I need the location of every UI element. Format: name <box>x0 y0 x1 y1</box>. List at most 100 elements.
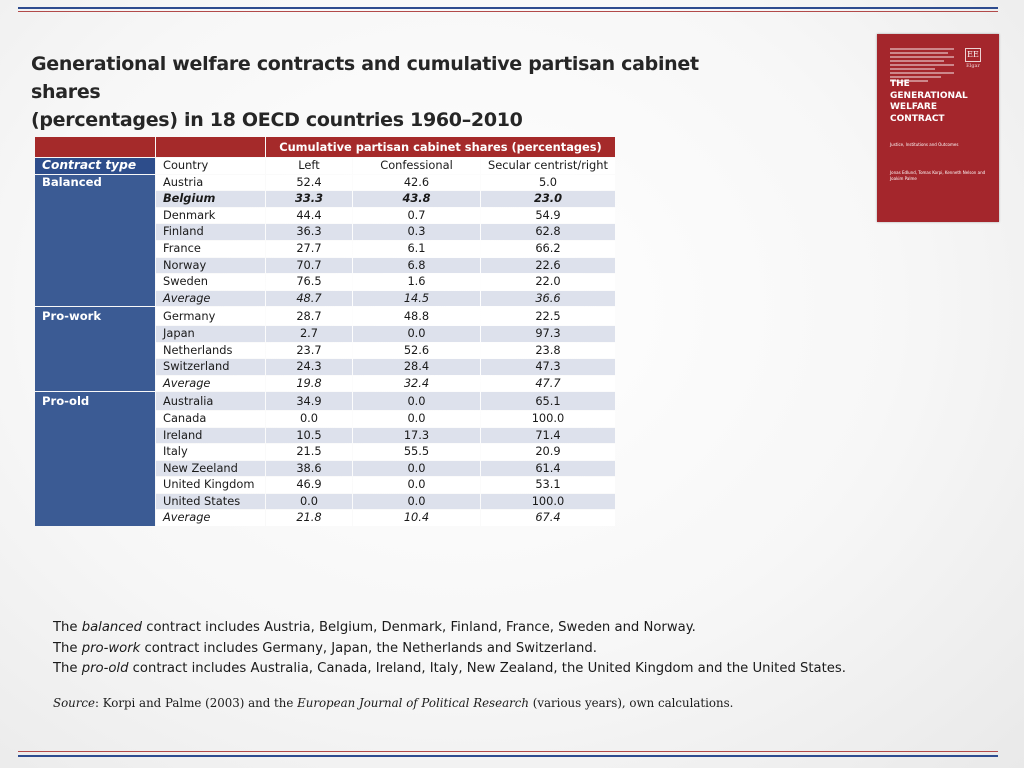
country-cell: France <box>156 240 265 257</box>
country-cell: Austria <box>156 174 265 191</box>
note-emphasis: pro-work <box>81 640 141 656</box>
book-title-line: GENERATIONAL <box>890 90 968 101</box>
left-share-cell: 76.5 <box>266 274 352 290</box>
publisher-name: Elgar <box>966 63 980 69</box>
header-country: Country <box>156 158 265 174</box>
table-row: Average 19.8 32.4 47.7 <box>35 375 615 392</box>
secular-share-cell: 20.9 <box>481 444 615 460</box>
left-share-cell: 34.9 <box>266 392 352 410</box>
confessional-share-cell: 0.3 <box>353 224 480 240</box>
left-share-cell: 21.5 <box>266 444 352 460</box>
table-row: Average 21.8 10.4 67.4 <box>35 510 615 527</box>
source-line: Source: Korpi and Palme (2003) and the E… <box>53 696 953 710</box>
header-confessional: Confessional <box>353 158 480 174</box>
note-text: The <box>53 640 82 656</box>
header-secular: Secular centrist/right <box>481 158 615 174</box>
table-header-row-2: Contract type Country Left Confessional … <box>35 158 615 174</box>
country-cell: Switzerland <box>156 359 265 375</box>
confessional-share-cell: 0.0 <box>353 392 480 410</box>
table-row: Netherlands 23.7 52.6 23.8 <box>35 342 615 359</box>
secular-share-cell: 36.6 <box>481 290 615 307</box>
cover-blurb <box>890 48 954 84</box>
confessional-share-cell: 0.7 <box>353 207 480 224</box>
country-cell: New Zeeland <box>156 460 265 477</box>
table-row: Switzerland 24.3 28.4 47.3 <box>35 359 615 375</box>
confessional-share-cell: 42.6 <box>353 174 480 191</box>
note-text: The <box>53 661 82 676</box>
country-cell: Sweden <box>156 274 265 290</box>
bottom-rule-red <box>18 751 998 752</box>
header-contract-type: Contract type <box>35 158 155 174</box>
country-cell: Finland <box>156 224 265 240</box>
bottom-rule-blue <box>18 755 998 757</box>
title-line-2: (percentages) in 18 OECD countries 1960–… <box>31 109 523 131</box>
table-row: Sweden 76.5 1.6 22.0 <box>35 274 615 290</box>
country-cell: Australia <box>156 392 265 410</box>
confessional-share-cell: 48.8 <box>353 307 480 325</box>
left-share-cell: 0.0 <box>266 493 352 510</box>
secular-share-cell: 67.4 <box>481 510 615 527</box>
left-share-cell: 23.7 <box>266 342 352 359</box>
table-row: Ireland 10.5 17.3 71.4 <box>35 427 615 444</box>
left-share-cell: 21.8 <box>266 510 352 527</box>
country-cell: United States <box>156 493 265 510</box>
secular-share-cell: 54.9 <box>481 207 615 224</box>
left-share-cell: 27.7 <box>266 240 352 257</box>
header-blank-cell <box>35 137 155 157</box>
book-title-line: WELFARE <box>890 102 937 112</box>
secular-share-cell: 66.2 <box>481 240 615 257</box>
confessional-share-cell: 6.1 <box>353 240 480 257</box>
table-row: Denmark 44.4 0.7 54.9 <box>35 207 615 224</box>
confessional-share-cell: 32.4 <box>353 375 480 392</box>
left-share-cell: 33.3 <box>266 191 352 207</box>
country-cell: Average <box>156 375 265 392</box>
secular-share-cell: 22.5 <box>481 307 615 325</box>
note-emphasis: pro-old <box>81 661 129 676</box>
table-row: Pro-old Australia 34.9 0.0 65.1 <box>35 392 615 527</box>
slide-title: Generational welfare contracts and cumul… <box>31 50 751 134</box>
table-row: Pro-work Germany 28.7 48.8 22.5 <box>35 307 615 392</box>
publisher-logo: EE <box>965 48 981 62</box>
note-text: The <box>53 620 82 635</box>
table-row: Balanced Austria 52.4 42.6 5.0 <box>35 174 615 307</box>
source-text: : Korpi and Palme (2003) and the <box>95 696 298 710</box>
span-header: Cumulative partisan cabinet shares (perc… <box>266 137 615 157</box>
header-left: Left <box>266 158 352 174</box>
country-cell: Denmark <box>156 207 265 224</box>
source-journal: European Journal of Political Research <box>297 696 529 710</box>
secular-share-cell: 100.0 <box>481 493 615 510</box>
table-body: Balanced Austria 52.4 42.6 5.0 Belgium 33.3 43.… <box>35 174 615 527</box>
left-share-cell: 52.4 <box>266 174 352 191</box>
secular-share-cell: 47.3 <box>481 359 615 375</box>
table-header-row-1: Cumulative partisan cabinet shares (perc… <box>35 137 615 157</box>
note-text: contract includes Austria, Belgium, Denm… <box>142 620 696 635</box>
left-share-cell: 46.9 <box>266 477 352 493</box>
country-cell: Average <box>156 290 265 307</box>
secular-share-cell: 62.8 <box>481 224 615 240</box>
book-title-line: THE <box>890 79 910 89</box>
secular-share-cell: 61.4 <box>481 460 615 477</box>
confessional-share-cell: 55.5 <box>353 444 480 460</box>
note-text: contract includes Germany, Japan, the Ne… <box>140 640 597 656</box>
cabinet-shares-table: Cumulative partisan cabinet shares (perc… <box>34 136 616 527</box>
confessional-share-cell: 1.6 <box>353 274 480 290</box>
table-row: France 27.7 6.1 66.2 <box>35 240 615 257</box>
source-label: Source <box>53 696 96 710</box>
note-text: contract includes Australia, Canada, Ire… <box>128 661 846 676</box>
confessional-share-cell: 0.0 <box>353 410 480 427</box>
left-share-cell: 44.4 <box>266 207 352 224</box>
secular-share-cell: 5.0 <box>481 174 615 191</box>
table-row: Finland 36.3 0.3 62.8 <box>35 224 615 240</box>
country-cell: Average <box>156 510 265 527</box>
table-row: United States 0.0 0.0 100.0 <box>35 493 615 510</box>
confessional-share-cell: 0.0 <box>353 477 480 493</box>
contract-group-label: Balanced <box>35 174 155 307</box>
country-cell: Ireland <box>156 427 265 444</box>
top-rule-blue <box>18 7 998 9</box>
title-line-1: Generational welfare contracts and cumul… <box>31 53 699 103</box>
left-share-cell: 0.0 <box>266 410 352 427</box>
book-cover-image: EE Elgar THE GENERATIONAL WELFARE CONTRA… <box>877 34 999 222</box>
secular-share-cell: 22.6 <box>481 257 615 274</box>
country-cell: Japan <box>156 325 265 342</box>
secular-share-cell: 97.3 <box>481 325 615 342</box>
